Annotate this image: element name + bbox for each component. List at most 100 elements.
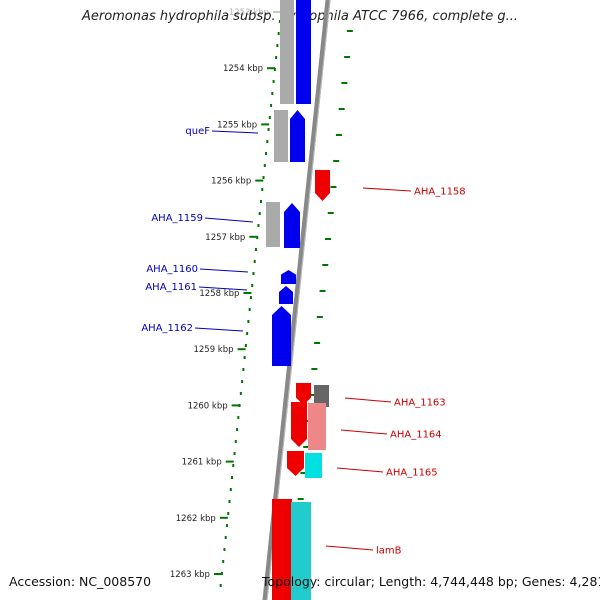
guide-dash xyxy=(325,238,332,240)
guide-dash xyxy=(333,160,340,162)
gene-block-cyan xyxy=(305,453,322,478)
scale-tick-label: 1256 kbp xyxy=(211,177,251,187)
gene-block-grey xyxy=(266,202,280,247)
scale-tick xyxy=(213,573,222,575)
label-layer: queF AHA_1159 AHA_1160 AHA_1161 AHA_1162 AHA_… xyxy=(141,126,465,557)
gene-label-left: AHA_1161 xyxy=(145,282,197,293)
guide-dash xyxy=(297,498,304,500)
scale-tick-label: 1259 kbp xyxy=(193,345,233,355)
gene-block-pink xyxy=(308,403,326,450)
gene-block-forward xyxy=(296,0,311,104)
guide-dot xyxy=(231,476,234,479)
guide-dot xyxy=(252,272,255,275)
gene-arrow-forward xyxy=(290,110,305,162)
guide-dash xyxy=(330,186,337,188)
gene-leader-line xyxy=(198,286,248,291)
scale-tick xyxy=(225,460,234,463)
gene-leader-line xyxy=(344,397,392,403)
gene-arrow-reverse xyxy=(296,383,311,405)
gene-label-left: queF xyxy=(185,126,210,137)
guide-dot xyxy=(261,188,264,191)
scale-tick xyxy=(219,516,228,519)
guide-dot xyxy=(278,20,281,23)
guide-dot xyxy=(241,380,244,383)
gene-label-right: lamB xyxy=(376,546,402,557)
guide-dot xyxy=(242,368,245,371)
guide-dash xyxy=(338,108,345,110)
guide-dash xyxy=(308,394,315,396)
scale-tick xyxy=(231,404,240,407)
guide-dot xyxy=(253,260,256,263)
scale-tick xyxy=(243,292,252,294)
gene-label-right: AHA_1165 xyxy=(386,468,438,479)
gene-leader-line xyxy=(336,467,384,473)
gene-block-darkgrey xyxy=(314,385,329,407)
gene-leader-line xyxy=(211,130,259,134)
guide-dot xyxy=(272,80,275,83)
gene-block-teal xyxy=(291,502,311,600)
scale-tick xyxy=(261,123,270,126)
gene-arrow-forward xyxy=(284,203,300,248)
gene-leader-line xyxy=(199,268,249,273)
gene-block-grey xyxy=(280,0,294,104)
guide-dash xyxy=(314,342,321,344)
guide-dot xyxy=(234,440,237,443)
guide-dot xyxy=(277,32,280,35)
guide-dash xyxy=(346,30,353,32)
scale-tick-label: 1258 kbp xyxy=(199,289,239,299)
guide-dot xyxy=(225,524,228,527)
guide-dot xyxy=(233,452,236,455)
guide-dot xyxy=(229,488,232,491)
guide-dot xyxy=(258,212,261,215)
gene-block-grey xyxy=(274,110,288,162)
guide-dot xyxy=(248,308,251,311)
guide-dot xyxy=(222,560,225,563)
gene-block-reverse xyxy=(272,499,292,600)
gene-leader-line xyxy=(204,217,254,223)
guide-dot xyxy=(228,500,231,503)
guide-dot xyxy=(254,248,257,251)
scale-tick-label: 1254 kbp xyxy=(223,64,263,74)
guide-dot xyxy=(276,44,279,47)
guide-dot xyxy=(219,584,222,587)
gene-arrow-forward xyxy=(279,286,293,304)
guide-dash xyxy=(319,290,326,292)
gene-leader-line xyxy=(340,429,388,435)
guide-dot xyxy=(232,464,235,467)
scale-tick-label: 1257 kbp xyxy=(205,233,245,243)
scale-tick-label: 1262 kbp xyxy=(176,514,216,524)
scale-tick-label: 1260 kbp xyxy=(188,401,228,411)
scale-tick xyxy=(255,179,264,182)
guide-dot xyxy=(227,512,230,515)
guide-dash xyxy=(311,368,318,370)
gene-arrow-forward xyxy=(272,306,291,366)
feature-layer xyxy=(262,0,331,600)
guide-dot xyxy=(244,344,247,347)
guide-dot xyxy=(262,176,265,179)
guide-dot xyxy=(247,320,250,323)
guide-dot xyxy=(271,92,274,95)
guide-dash xyxy=(322,264,329,266)
scale-tick xyxy=(267,67,276,70)
guide-dot xyxy=(257,224,260,227)
gene-label-right: AHA_1164 xyxy=(390,430,442,441)
gene-arrow-reverse xyxy=(291,402,307,447)
guide-dot xyxy=(267,128,270,131)
accession-text: Accession: NC_008570 xyxy=(9,574,152,589)
guide-dot xyxy=(237,416,240,419)
guide-dot xyxy=(266,140,269,143)
scale-tick-label: 1255 kbp xyxy=(217,120,257,130)
guide-dot xyxy=(249,296,252,299)
guide-dash xyxy=(303,446,310,448)
topology-text: Topology: circular; Length: 4,744,448 bp… xyxy=(262,574,600,589)
scale-tick xyxy=(237,348,246,351)
guide-dot xyxy=(243,356,246,359)
gene-leader-line xyxy=(325,545,374,551)
guide-dash xyxy=(300,472,307,474)
guide-dot xyxy=(223,548,226,551)
guide-dot xyxy=(236,428,239,431)
gene-label-right: AHA_1163 xyxy=(394,398,446,409)
guide-dot xyxy=(239,392,242,395)
